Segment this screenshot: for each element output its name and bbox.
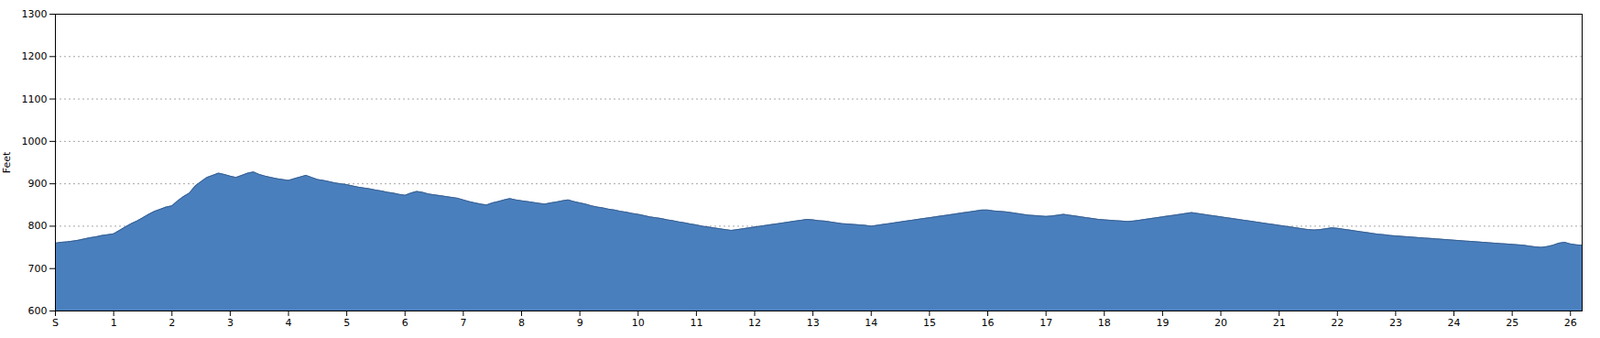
svg-text:22: 22 (1330, 316, 1344, 329)
svg-text:1: 1 (110, 316, 118, 329)
svg-text:26: 26 (1564, 316, 1578, 329)
svg-text:17: 17 (1039, 316, 1053, 329)
svg-text:10: 10 (631, 316, 645, 329)
svg-text:18: 18 (1098, 316, 1111, 329)
svg-text:2: 2 (168, 316, 175, 329)
svg-text:S: S (52, 316, 59, 329)
svg-text:21: 21 (1273, 316, 1286, 329)
svg-text:700: 700 (28, 262, 48, 275)
svg-text:19: 19 (1155, 316, 1169, 329)
svg-text:600: 600 (28, 304, 48, 317)
svg-text:7: 7 (459, 316, 467, 329)
svg-text:23: 23 (1389, 316, 1403, 329)
svg-text:5: 5 (343, 316, 350, 329)
svg-text:1100: 1100 (21, 93, 48, 106)
svg-text:4: 4 (285, 316, 293, 329)
svg-text:25: 25 (1505, 316, 1519, 329)
svg-text:1000: 1000 (21, 135, 48, 148)
svg-text:Feet: Feet (0, 151, 13, 174)
svg-text:9: 9 (576, 316, 584, 329)
svg-text:1300: 1300 (21, 8, 48, 21)
svg-text:12: 12 (748, 316, 762, 329)
svg-text:1200: 1200 (21, 50, 48, 63)
svg-text:800: 800 (28, 219, 48, 232)
svg-text:13: 13 (806, 316, 820, 329)
svg-text:3: 3 (227, 316, 234, 329)
svg-text:15: 15 (923, 316, 937, 329)
svg-text:24: 24 (1447, 316, 1461, 329)
svg-text:14: 14 (864, 316, 878, 329)
svg-text:6: 6 (402, 316, 409, 329)
svg-text:11: 11 (689, 316, 703, 329)
svg-text:16: 16 (981, 316, 995, 329)
svg-text:900: 900 (28, 177, 48, 190)
svg-text:8: 8 (518, 316, 525, 329)
svg-text:20: 20 (1214, 316, 1228, 329)
